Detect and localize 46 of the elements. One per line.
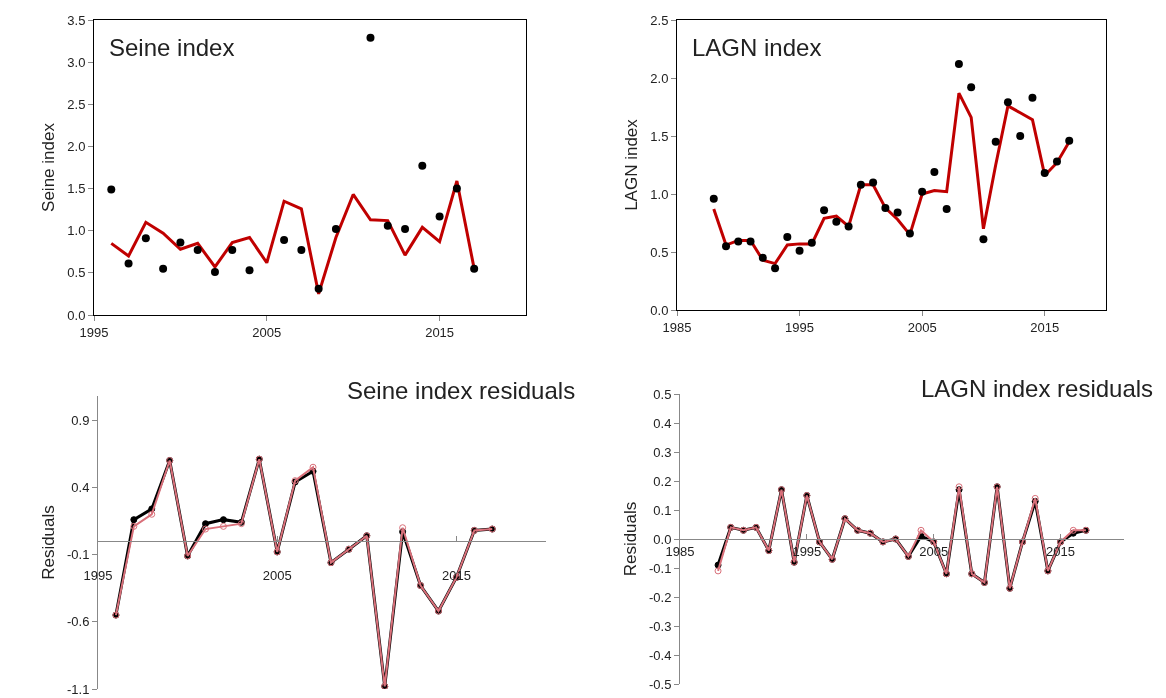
y-tick-label: 0.4 (71, 479, 90, 495)
y-axis-title: Residuals (38, 505, 58, 580)
x-tick-label: 1985 (662, 319, 692, 335)
x-tick-label: 2005 (262, 567, 292, 583)
y-tick-label: 1.5 (67, 181, 86, 197)
x-tick-label: 1995 (83, 567, 113, 583)
x-tick-label: 2015 (1030, 319, 1060, 335)
y-tick-label: 0.3 (653, 444, 672, 460)
y-tick-label: 0.4 (653, 415, 672, 431)
y-tick-label: -0.4 (648, 647, 672, 663)
y-axis-title: Seine index (38, 122, 58, 212)
y-tick-label: -0.6 (66, 614, 90, 630)
y-tick-label: 0.5 (67, 265, 86, 281)
y-tick-label: 2.5 (67, 96, 86, 112)
y-tick-label: 0.5 (650, 244, 669, 260)
text: LAGN index (692, 34, 822, 61)
x-tick-label: 1995 (79, 324, 109, 340)
y-tick-label: 1.5 (650, 128, 669, 144)
y-tick-label: 3.5 (67, 12, 86, 28)
y-tick-label: -0.1 (648, 560, 672, 576)
chart-title: LAGN index residuals (921, 375, 1154, 402)
y-tick-label: 1.0 (67, 223, 86, 239)
y-tick-label: 3.0 (67, 54, 86, 70)
y-tick-label: -0.3 (648, 618, 672, 634)
y-tick-label: 1.0 (650, 186, 669, 202)
y-tick-label: 0.1 (653, 502, 672, 518)
x-tick-label: 2015 (425, 324, 455, 340)
x-tick-label: 2005 (252, 324, 282, 340)
y-axis-title: LAGN index (621, 118, 641, 211)
y-tick-label: 0.2 (653, 473, 672, 489)
y-tick-label: -1.1 (66, 681, 90, 697)
x-tick-label: 1995 (785, 319, 815, 335)
y-tick-label: 2.0 (650, 70, 669, 86)
text: Seine index (109, 34, 235, 61)
y-tick-label: 2.5 (650, 12, 669, 28)
y-tick-label: -0.2 (648, 589, 672, 605)
y-tick-label: 0.0 (650, 302, 669, 318)
y-tick-label: 0.5 (653, 386, 672, 402)
y-tick-label: 0.0 (67, 307, 86, 323)
y-axis-title: Residuals (620, 501, 640, 577)
y-tick-label: -0.1 (66, 547, 90, 563)
y-tick-label: 0.9 (71, 412, 90, 428)
chart-title: Seine index residuals (347, 377, 576, 404)
y-tick-label: 2.0 (67, 138, 86, 154)
y-tick-label: -0.5 (648, 676, 672, 692)
x-tick-label: 2005 (907, 319, 937, 335)
